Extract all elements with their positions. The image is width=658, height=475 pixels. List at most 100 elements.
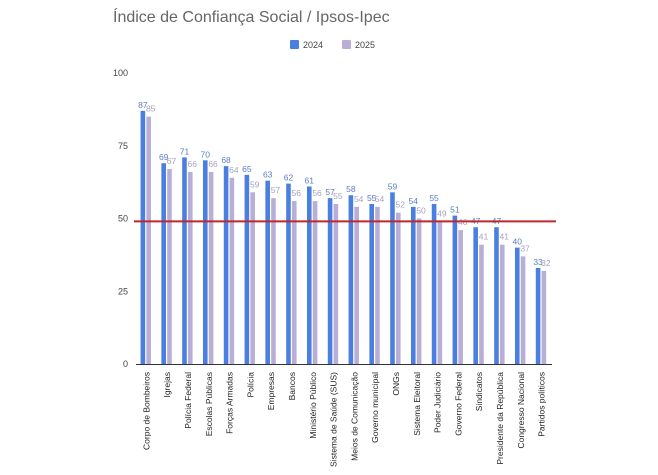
data-label-2024: 71 bbox=[180, 146, 190, 156]
legend-item-2025: 2025 bbox=[342, 40, 375, 50]
data-label-2024: 57 bbox=[325, 187, 335, 197]
data-label-2025: 50 bbox=[416, 206, 426, 216]
bar-2024 bbox=[494, 227, 499, 364]
data-label-2025: 66 bbox=[188, 159, 198, 169]
bar-2024 bbox=[473, 227, 478, 364]
legend-item-2024: 2024 bbox=[290, 40, 323, 50]
data-label-2024: 61 bbox=[305, 175, 315, 185]
legend-swatch bbox=[342, 40, 351, 49]
x-tick-label: Corpo de Bombeiros bbox=[141, 372, 151, 450]
data-label-2025: 56 bbox=[312, 188, 322, 198]
data-label-2025: 59 bbox=[250, 179, 260, 189]
data-label-2024: 70 bbox=[201, 149, 211, 159]
data-label-2025: 64 bbox=[229, 165, 239, 175]
data-label-2024: 63 bbox=[263, 170, 273, 180]
data-label-2024: 55 bbox=[429, 193, 439, 203]
data-label-2025: 54 bbox=[375, 194, 385, 204]
data-label-2024: 40 bbox=[513, 237, 523, 247]
data-label-2025: 49 bbox=[437, 208, 447, 218]
bar-2024 bbox=[535, 267, 541, 364]
bar-2024 bbox=[369, 203, 374, 364]
bar-2025 bbox=[271, 198, 276, 364]
data-label-2025: 56 bbox=[292, 188, 302, 198]
data-label-2024: 58 bbox=[346, 184, 356, 194]
x-tick-label: Polícia bbox=[245, 372, 255, 398]
y-tick-label: 75 bbox=[118, 141, 128, 151]
bar-2025 bbox=[520, 256, 526, 364]
y-tick-label: 0 bbox=[123, 359, 128, 369]
bar-2024 bbox=[514, 247, 520, 364]
y-tick-label: 25 bbox=[118, 286, 128, 296]
bar-2024 bbox=[327, 198, 333, 364]
data-label-2024: 33 bbox=[533, 257, 543, 267]
chart-title: Índice de Confiança Social / Ipsos-Ipec bbox=[113, 9, 390, 26]
legend-label: 2024 bbox=[303, 40, 324, 50]
bar-2025 bbox=[333, 203, 339, 364]
x-tick-label: Escolas Públicas bbox=[204, 372, 214, 436]
data-label-2025: 32 bbox=[541, 258, 551, 268]
data-label-2025: 66 bbox=[208, 159, 218, 169]
bar-2025 bbox=[354, 206, 359, 364]
y-tick-label: 50 bbox=[118, 214, 128, 224]
bar-2024 bbox=[161, 163, 166, 364]
data-label-2024: 54 bbox=[409, 196, 419, 206]
bar-2024 bbox=[286, 183, 291, 364]
data-label-2025: 52 bbox=[396, 200, 406, 210]
bar-2024 bbox=[390, 192, 395, 364]
data-label-2024: 68 bbox=[221, 155, 231, 165]
y-tick-label: 100 bbox=[113, 68, 128, 78]
x-tick-label: Empresas bbox=[266, 372, 276, 410]
bar-2025 bbox=[312, 201, 318, 364]
legend: 2024 2025 bbox=[0, 40, 658, 54]
data-label-2025: 41 bbox=[479, 232, 489, 242]
bar-2025 bbox=[229, 177, 235, 364]
x-tick-label: Polícia Federal bbox=[183, 372, 193, 429]
x-tick-label: Congresso Nacional bbox=[516, 372, 526, 449]
bar-2025 bbox=[416, 218, 422, 364]
bar-2024 bbox=[182, 157, 187, 364]
bar-2025 bbox=[395, 212, 401, 364]
data-label-2025: 57 bbox=[271, 185, 281, 195]
x-tick-label: Igrejas bbox=[162, 372, 172, 398]
data-label-2024: 62 bbox=[284, 173, 294, 183]
data-label-2024: 69 bbox=[159, 152, 169, 162]
legend-swatch bbox=[290, 40, 299, 49]
bar-2024 bbox=[223, 166, 229, 364]
x-tick-label: Sistema de Saúde (SUS) bbox=[329, 372, 339, 467]
x-tick-label: Partidos políticos bbox=[537, 372, 547, 437]
bar-2024 bbox=[452, 215, 458, 364]
bar-2025 bbox=[499, 244, 505, 364]
data-label-2024: 55 bbox=[367, 193, 377, 203]
bar-2025 bbox=[479, 244, 484, 364]
bar-2024 bbox=[202, 160, 208, 364]
bar-2025 bbox=[291, 201, 297, 364]
bar-2024 bbox=[140, 110, 146, 364]
bar-2024 bbox=[244, 174, 250, 364]
bar-2025 bbox=[167, 169, 172, 364]
x-tick-label: Sistema Eleitoral bbox=[412, 372, 422, 436]
bar-2024 bbox=[431, 203, 437, 364]
x-tick-label: Bancos bbox=[287, 372, 297, 400]
x-tick-label: Governo Federal bbox=[453, 372, 463, 436]
x-tick-label: Meios de Comunicação bbox=[349, 372, 359, 461]
data-label-2024: 51 bbox=[450, 205, 460, 215]
legend-label: 2025 bbox=[355, 40, 376, 50]
x-tick-label: Governo municipal bbox=[370, 372, 380, 443]
data-label-2024: 59 bbox=[388, 181, 398, 191]
bar-2025 bbox=[541, 270, 547, 364]
x-tick-label: Ministério Público bbox=[308, 372, 318, 439]
x-tick-label: Presidente da República bbox=[495, 372, 505, 465]
data-label-2025: 37 bbox=[520, 243, 530, 253]
x-tick-label: Poder Judiciário bbox=[433, 372, 443, 433]
bar-2025 bbox=[187, 171, 193, 364]
data-label-2025: 54 bbox=[354, 194, 364, 204]
bar-2025 bbox=[208, 171, 214, 364]
data-label-2025: 85 bbox=[146, 104, 156, 114]
data-label-2024: 65 bbox=[242, 164, 252, 174]
x-tick-label: Forças Armadas bbox=[225, 372, 235, 434]
bar-2024 bbox=[348, 195, 354, 364]
bar-2025 bbox=[146, 116, 151, 365]
data-label-2025: 55 bbox=[333, 191, 343, 201]
